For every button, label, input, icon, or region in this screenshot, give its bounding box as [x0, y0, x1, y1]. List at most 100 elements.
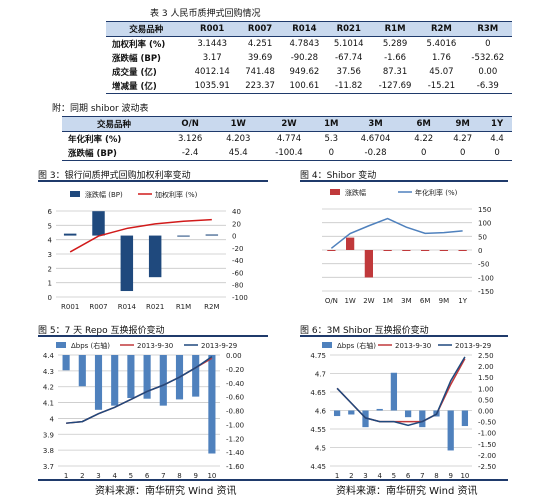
- x-tick-label: 4: [112, 472, 117, 480]
- row-label: 涨跌幅 (BP): [112, 54, 161, 64]
- bar: [348, 410, 355, 415]
- y-left-tick-label: 3.8: [43, 447, 54, 455]
- divider: [300, 180, 508, 182]
- y-right-tick-label: -20: [232, 245, 243, 253]
- x-tick-label: 6M: [420, 297, 431, 305]
- bar: [192, 355, 200, 397]
- y-right-tick-label: -1.40: [226, 449, 244, 457]
- bar: [447, 410, 454, 451]
- table-cell: -100.4: [262, 146, 316, 161]
- x-tick-label: 9: [448, 472, 452, 480]
- bar: [177, 235, 190, 237]
- series-line: [69, 218, 212, 253]
- table-cell: 4.7843: [289, 39, 320, 49]
- bar: [421, 250, 430, 251]
- table-row: 涨跌幅 (BP) -2.4 45.4 -100.4 0 -0.28 0 0 0: [62, 146, 512, 161]
- table-cell: -0.28: [346, 146, 405, 161]
- bar: [390, 372, 398, 411]
- y-left-tick-label: 3.7: [43, 463, 54, 471]
- table-header-row: 交易品种 R001 R007 R014 R021 R1M R2M R3M: [106, 21, 512, 37]
- y-right-tick-label: -150: [478, 288, 494, 296]
- bar: [461, 410, 469, 427]
- series-line: [336, 356, 466, 427]
- divider: [300, 335, 508, 337]
- fig4-title: 图 4：Shibor 变动: [300, 171, 377, 181]
- series-line: [66, 357, 213, 424]
- x-tick-label: R021: [146, 303, 164, 311]
- y-left-tick-label: 4.45: [310, 463, 326, 471]
- table-cell: 223.37: [237, 79, 283, 94]
- bar: [327, 250, 336, 251]
- footer-divider: [38, 479, 508, 481]
- header-cell: R3M: [463, 21, 512, 37]
- x-tick-label: R2M: [204, 303, 219, 311]
- header-cell: R1M: [370, 21, 420, 37]
- x-tick-label: 2: [80, 472, 84, 480]
- x-tick-label: 2W: [363, 297, 374, 305]
- legend-label: 2013-9-30: [395, 342, 431, 350]
- x-tick-label: 5: [129, 472, 133, 480]
- table-cell: 4.203: [226, 134, 251, 144]
- header-cell: 3M: [346, 116, 405, 132]
- y-right-tick-label: -0.80: [226, 408, 244, 416]
- table-cell: 1.76: [431, 53, 451, 63]
- y-left-tick-label: 2: [48, 265, 52, 273]
- table-cell: 5.3: [324, 134, 339, 144]
- bar: [148, 235, 162, 278]
- x-tick-label: R014: [118, 303, 137, 311]
- table-cell: 5.289: [382, 39, 408, 49]
- x-tick-label: 8: [177, 472, 181, 480]
- y-left-tick-label: 3: [48, 251, 52, 259]
- legend-label: 涨跌幅 (BP): [85, 190, 123, 199]
- table-row: 加权利率 (%) 3.1443 4.251 4.7843 5.1014 5.28…: [106, 37, 512, 52]
- table-cell: 100.61: [282, 79, 327, 94]
- fig6-chart: 4.45 4.5 4.55 4.6 4.65 4.7 4.75 -2.50 -2.00 -1.50…: [310, 341, 496, 480]
- table-cell: -90.28: [290, 53, 319, 63]
- x-tick-label: R1M: [176, 303, 191, 311]
- bar: [346, 237, 355, 250]
- y-left-tick-label: 4: [48, 237, 53, 245]
- bar: [94, 355, 103, 410]
- fig3-title: 图 3：银行间质押式回购加权利率变动: [38, 171, 191, 181]
- repo-table: 交易品种 R001 R007 R014 R021 R1M R2M R3M 加权利…: [106, 21, 512, 94]
- bar: [208, 355, 216, 454]
- y-right-tick-label: -0.40: [226, 380, 244, 388]
- header-cell: O/N: [166, 116, 215, 132]
- shibor-table-title: 附：同期 shibor 波动表: [52, 104, 149, 114]
- y-right-tick-label: 1.00: [478, 385, 494, 393]
- legend-swatch: [70, 191, 80, 197]
- table-cell: -1.66: [384, 53, 407, 63]
- bar: [205, 234, 219, 236]
- legend-swatch: [322, 342, 332, 348]
- bar: [383, 250, 392, 251]
- y-left-tick-label: 0: [48, 294, 52, 302]
- y-right-tick-label: -0.20: [226, 366, 244, 374]
- table-cell: 37.56: [336, 67, 361, 77]
- bar: [111, 355, 119, 406]
- row-label: 成交量 (亿): [112, 68, 157, 78]
- fig3-chart: 0 1 2 3 4 5 6 -100 -80 -60 -40 -20 0 20 40 R001 R007 R014…: [48, 190, 248, 311]
- header-cell: R021: [326, 21, 371, 37]
- legend-swatch: [330, 189, 340, 195]
- table-cell: 4.251: [247, 39, 273, 49]
- y-right-tick-label: 1.50: [478, 374, 494, 382]
- y-left-tick-label: 1: [48, 280, 52, 288]
- x-tick-label: 1W: [344, 297, 355, 305]
- table-cell: 0: [485, 39, 491, 49]
- y-right-tick-label: -100: [232, 294, 248, 302]
- row-label: 涨跌幅 (BP): [62, 146, 167, 161]
- legend-label: 涨跌幅: [345, 188, 366, 197]
- table-cell: 0: [315, 146, 347, 161]
- bar: [333, 410, 341, 417]
- y-right-tick-label: -80: [232, 282, 243, 290]
- header-cell: R014: [282, 21, 327, 37]
- x-tick-label: 10: [207, 472, 216, 480]
- x-tick-label: 1M: [382, 297, 393, 305]
- table-cell: 45.4: [214, 146, 263, 161]
- table-cell: 4.774: [276, 134, 302, 144]
- y-right-tick-label: 0: [478, 247, 482, 255]
- legend-label: 2013-9-30: [137, 342, 173, 350]
- bar: [63, 233, 77, 236]
- table-row: 年化利率 (%) 3.126 4.203 4.774 5.3 4.6704 4.…: [62, 132, 512, 147]
- fig5-chart: 3.7 3.8 3.9 4 4.1 4.2 4.3 4.4 -1.60 -1.40 -1.20 -1.…: [43, 341, 244, 480]
